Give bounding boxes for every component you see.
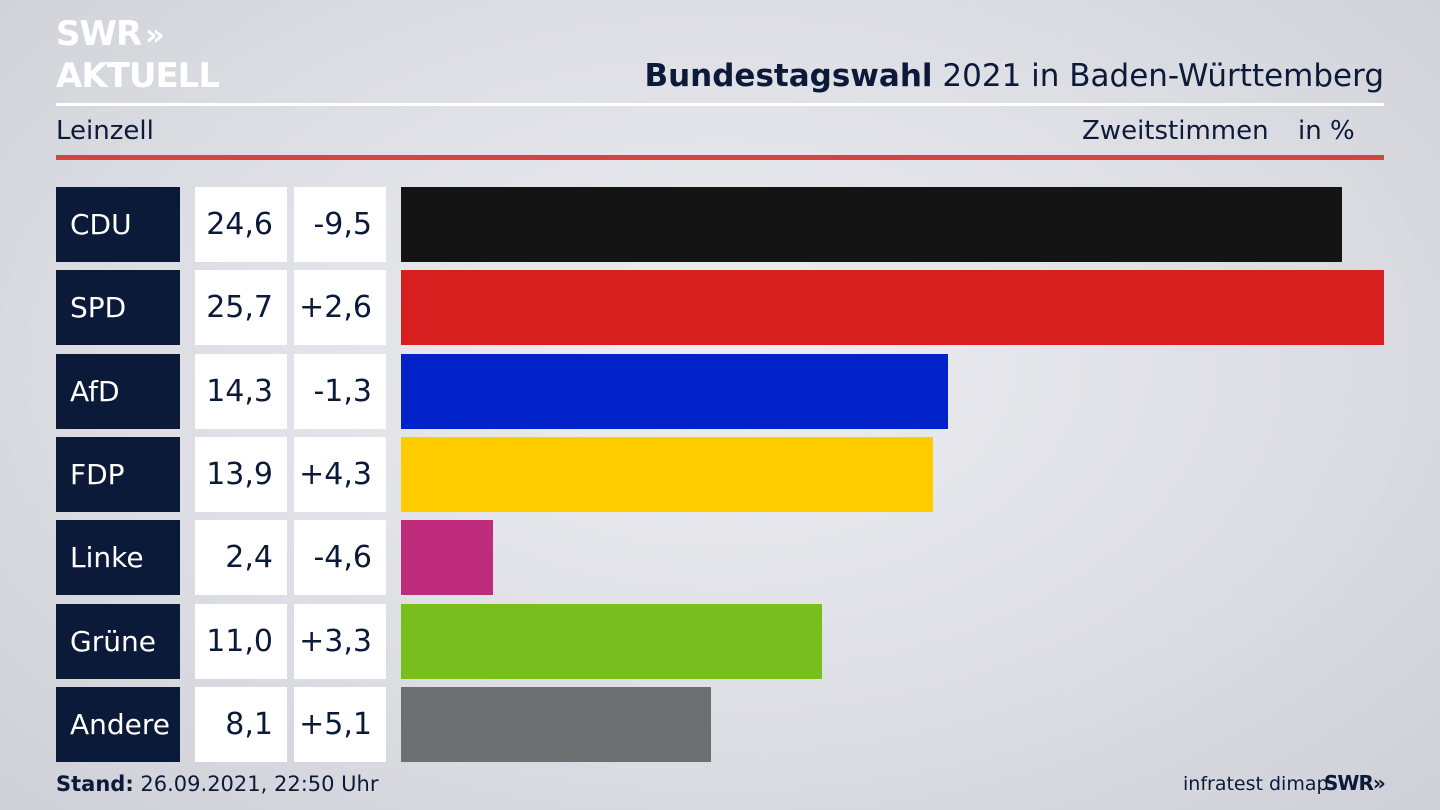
bar xyxy=(401,270,1384,345)
party-label: AfD xyxy=(56,354,180,429)
logo-aktuell-text: AKTUELL xyxy=(56,56,220,96)
value-label: 8,1 xyxy=(195,687,287,762)
party-label: CDU xyxy=(56,187,180,262)
chart-title: Bundestagswahl 2021 in Baden-Württemberg xyxy=(644,58,1384,94)
bar xyxy=(401,687,711,762)
result-row: Grüne 11,0 +3,3 xyxy=(56,604,1384,679)
value-label: 11,0 xyxy=(195,604,287,679)
result-row: AfD 14,3 -1,3 xyxy=(56,354,1384,429)
value-label: 25,7 xyxy=(195,270,287,345)
value-label: 14,3 xyxy=(195,354,287,429)
party-label: Andere xyxy=(56,687,180,762)
result-row: FDP 13,9 +4,3 xyxy=(56,437,1384,512)
bar xyxy=(401,604,822,679)
party-label: FDP xyxy=(56,437,180,512)
change-label: +4,3 xyxy=(294,437,386,512)
region-label: Leinzell xyxy=(56,116,154,146)
metric-label: Zweitstimmen xyxy=(1082,116,1269,146)
change-label: +5,1 xyxy=(294,687,386,762)
red-divider xyxy=(56,155,1384,160)
source-label: infratest dimap xyxy=(1183,773,1329,795)
change-label: -9,5 xyxy=(294,187,386,262)
value-label: 13,9 xyxy=(195,437,287,512)
logo-arrows-icon: » xyxy=(145,18,165,53)
bar xyxy=(401,437,933,512)
change-label: -1,3 xyxy=(294,354,386,429)
unit-label: in % xyxy=(1298,116,1355,146)
stand-label: Stand: xyxy=(56,772,134,796)
party-label: SPD xyxy=(56,270,180,345)
party-label: Grüne xyxy=(56,604,180,679)
result-row: SPD 25,7 +2,6 xyxy=(56,270,1384,345)
value-label: 2,4 xyxy=(195,520,287,595)
logo-swr-text: SWR xyxy=(56,14,142,54)
swr-aktuell-logo: SWR» AKTUELL xyxy=(56,14,220,96)
result-row: CDU 24,6 -9,5 xyxy=(56,187,1384,262)
change-label: -4,6 xyxy=(294,520,386,595)
stand-value: 26.09.2021, 22:50 Uhr xyxy=(133,772,379,796)
value-label: 24,6 xyxy=(195,187,287,262)
result-row: Andere 8,1 +5,1 xyxy=(56,687,1384,762)
swr-footer-logo: SWR» xyxy=(1324,771,1386,795)
change-label: +2,6 xyxy=(294,270,386,345)
change-label: +3,3 xyxy=(294,604,386,679)
bar xyxy=(401,354,948,429)
bar xyxy=(401,187,1342,262)
result-row: Linke 2,4 -4,6 xyxy=(56,520,1384,595)
bar xyxy=(401,520,493,595)
title-bold: Bundestagswahl xyxy=(644,58,933,94)
top-divider xyxy=(56,103,1384,106)
party-label: Linke xyxy=(56,520,180,595)
timestamp: Stand: 26.09.2021, 22:50 Uhr xyxy=(56,772,379,796)
title-rest: 2021 in Baden-Württemberg xyxy=(932,58,1384,94)
